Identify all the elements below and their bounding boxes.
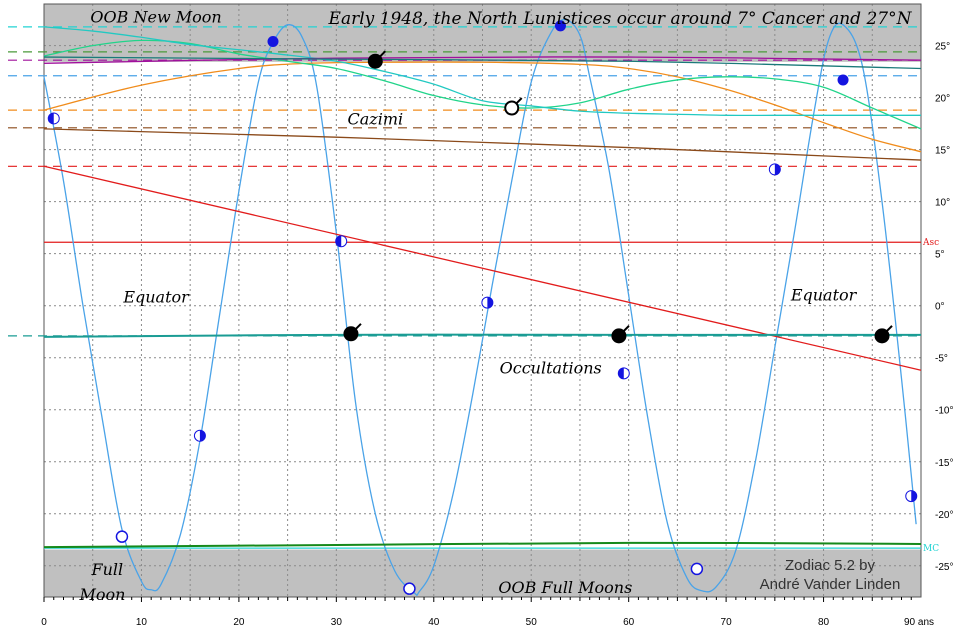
y-tick-label: 5° — [935, 250, 945, 261]
quarter-moon-fill — [487, 297, 493, 309]
y-tick-label: -25° — [935, 562, 953, 573]
annotations: OOB New Moon Cazimi Equator Equator Occultat… — [78, 8, 857, 604]
series-line-mars — [43, 165, 922, 371]
annotation-text: Equator — [790, 286, 858, 305]
quarter-moon-fill — [911, 490, 917, 502]
event-marker-dot — [874, 328, 890, 344]
annotation-text: Equator — [122, 288, 190, 307]
series-line-mercury — [43, 26, 921, 117]
x-tick-label: 70 — [721, 617, 733, 628]
series-line-moon — [43, 18, 917, 596]
full-moon-dot — [115, 530, 129, 543]
quarter-moon-fill — [335, 235, 342, 247]
credit-line-2: André Vander Linden — [760, 576, 901, 593]
quarter-moon-fill — [199, 430, 206, 442]
event-marker — [611, 325, 630, 344]
y-tick-label: 10° — [935, 198, 950, 209]
full-moon-dot — [403, 582, 416, 595]
credit-line-1: Zodiac 5.2 by — [785, 557, 876, 574]
axes: 0 10 20 30 40 50 60 70 80 90 ans 25° 20° 15° 10° 5° 0° -… — [41, 42, 953, 628]
x-tick-label: 60 — [623, 617, 635, 628]
event-marker-dot — [343, 326, 359, 342]
event-marker-dot — [504, 100, 520, 116]
y-tick-label: 0° — [935, 302, 945, 313]
new-moon-dot — [554, 20, 566, 32]
event-marker-dot — [367, 53, 383, 69]
reference-lines: Asc MC — [44, 238, 939, 554]
moon-phase-marker — [115, 530, 129, 543]
annotation-text: Cazimi — [347, 110, 403, 129]
full-moon-dot — [690, 562, 704, 576]
moon-phase-marker — [193, 429, 206, 442]
series-line-sun — [43, 61, 922, 153]
annotation-text: OOB Full Moons — [498, 578, 632, 597]
new-moon-dot — [837, 74, 849, 86]
moon-phase-marker — [837, 74, 849, 86]
event-marker — [504, 97, 523, 116]
x-tick-label: 30 — [331, 617, 343, 628]
event-marker-dot — [611, 328, 627, 344]
x-tick-label: 50 — [526, 617, 538, 628]
reference-line-label: MC — [923, 544, 939, 554]
x-tick-label: 80 — [818, 617, 830, 628]
moon-phase-marker — [554, 20, 566, 32]
moon-phase-marker — [335, 235, 348, 248]
moon-phase-marker — [768, 163, 781, 176]
series-line-saturn — [43, 128, 922, 161]
moon-phase-markers — [47, 20, 918, 595]
x-tick-label: 10 — [136, 617, 148, 628]
moon-phase-marker — [690, 562, 704, 576]
x-unit-label: 90 ans — [904, 617, 934, 628]
x-tick-label: 40 — [428, 617, 440, 628]
series-line-uranus — [43, 56, 922, 70]
y-tick-label: 20° — [935, 94, 950, 105]
series-line-pluto — [43, 56, 922, 64]
quarter-moon-fill — [618, 367, 624, 379]
event-marker — [874, 325, 893, 344]
quarter-moon-fill — [48, 112, 54, 124]
y-tick-label: -5° — [935, 354, 948, 365]
x-tick-label: 0 — [41, 617, 47, 628]
annotation-text: Moon — [78, 585, 125, 604]
credit: Zodiac 5.2 by André Vander Linden — [760, 557, 901, 593]
moon-phase-marker — [267, 35, 279, 47]
moon-phase-marker — [481, 296, 494, 309]
grid — [43, 3, 922, 598]
y-tick-label: -10° — [935, 406, 953, 417]
series-line-jupiter — [43, 541, 922, 549]
new-moon-dot — [267, 35, 279, 47]
series-line-neptune — [43, 333, 921, 338]
annotation-text: Occultations — [500, 358, 602, 377]
reference-line-label: Asc — [922, 238, 939, 248]
x-tick-label: 20 — [233, 617, 245, 628]
event-markers — [343, 50, 893, 344]
y-tick-label: 25° — [935, 42, 950, 53]
y-tick-label: -15° — [935, 458, 953, 469]
event-marker — [343, 323, 362, 342]
moon-phase-marker — [47, 112, 60, 125]
series-lines — [43, 18, 922, 596]
event-marker — [367, 50, 387, 69]
quarter-moon-fill — [774, 163, 781, 175]
moon-phase-marker — [905, 490, 918, 503]
annotation-text: OOB New Moon — [90, 8, 221, 27]
moon-phase-marker — [403, 582, 416, 595]
y-tick-label: 15° — [935, 146, 950, 157]
y-tick-label: -20° — [935, 510, 953, 521]
series-line-venus — [43, 39, 922, 130]
annotation-text: Full — [91, 560, 124, 579]
moon-phase-marker — [617, 367, 630, 380]
chart-title: Early 1948, the North Lunistices occur a… — [328, 9, 913, 29]
